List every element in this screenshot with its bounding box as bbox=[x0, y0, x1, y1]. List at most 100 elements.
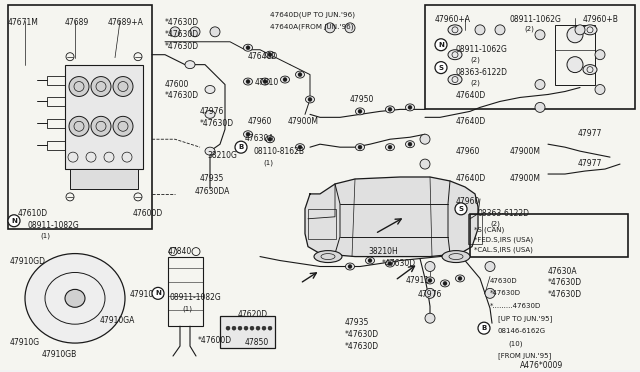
Circle shape bbox=[595, 84, 605, 94]
Text: *47630D: *47630D bbox=[548, 291, 582, 299]
Text: 08911-1062G: 08911-1062G bbox=[510, 15, 562, 24]
Text: 47950: 47950 bbox=[350, 96, 374, 105]
Circle shape bbox=[250, 326, 254, 330]
Ellipse shape bbox=[456, 275, 465, 282]
Text: 47689: 47689 bbox=[65, 18, 89, 27]
Ellipse shape bbox=[385, 260, 394, 267]
Text: *47630D: *47630D bbox=[165, 92, 199, 100]
Text: 47640D: 47640D bbox=[456, 174, 486, 183]
Circle shape bbox=[368, 259, 372, 263]
Text: (1): (1) bbox=[40, 233, 50, 239]
Text: 47610D: 47610D bbox=[18, 209, 48, 218]
Text: 47900M: 47900M bbox=[510, 147, 541, 156]
Circle shape bbox=[268, 137, 272, 141]
Text: 08911-1082G: 08911-1082G bbox=[28, 221, 80, 230]
Circle shape bbox=[575, 25, 585, 35]
Text: A476*0009: A476*0009 bbox=[520, 361, 563, 370]
Ellipse shape bbox=[243, 44, 253, 51]
Ellipse shape bbox=[448, 50, 462, 60]
Text: 47960: 47960 bbox=[456, 147, 481, 156]
Bar bbox=[47, 141, 65, 150]
Text: 47900M: 47900M bbox=[510, 174, 541, 183]
Circle shape bbox=[435, 62, 447, 74]
Text: 08363-6122D: 08363-6122D bbox=[478, 209, 530, 218]
Circle shape bbox=[420, 134, 430, 144]
Circle shape bbox=[210, 27, 220, 37]
Text: *47600D: *47600D bbox=[198, 336, 232, 345]
Text: 47600D: 47600D bbox=[133, 209, 163, 218]
Circle shape bbox=[246, 46, 250, 50]
Text: *47630D: *47630D bbox=[345, 342, 379, 351]
Ellipse shape bbox=[365, 257, 374, 264]
Text: 47840: 47840 bbox=[168, 247, 192, 256]
Text: 08110-8162B: 08110-8162B bbox=[253, 147, 304, 156]
Circle shape bbox=[408, 105, 412, 109]
Circle shape bbox=[535, 30, 545, 40]
Text: 47977: 47977 bbox=[578, 159, 602, 168]
Circle shape bbox=[113, 77, 133, 96]
Bar bbox=[308, 209, 336, 239]
Ellipse shape bbox=[440, 280, 449, 287]
Ellipse shape bbox=[185, 61, 195, 68]
Circle shape bbox=[298, 73, 302, 77]
Bar bbox=[425, 5, 635, 109]
Text: 47630A: 47630A bbox=[245, 134, 275, 143]
Circle shape bbox=[263, 80, 267, 84]
Circle shape bbox=[425, 313, 435, 323]
Text: 47630D: 47630D bbox=[490, 278, 518, 285]
Circle shape bbox=[567, 57, 583, 73]
Bar bbox=[70, 169, 138, 189]
Circle shape bbox=[348, 264, 352, 269]
Text: 47900M: 47900M bbox=[288, 117, 319, 126]
Bar bbox=[468, 214, 482, 244]
Text: *CAL.S,IRS (USA): *CAL.S,IRS (USA) bbox=[474, 247, 533, 253]
Text: (2): (2) bbox=[490, 221, 500, 227]
Circle shape bbox=[425, 288, 435, 298]
Circle shape bbox=[345, 23, 355, 33]
Circle shape bbox=[567, 27, 583, 43]
Ellipse shape bbox=[25, 254, 125, 343]
Ellipse shape bbox=[355, 144, 365, 151]
Text: 47671M: 47671M bbox=[8, 18, 39, 27]
Text: 47620D: 47620D bbox=[238, 310, 268, 319]
Circle shape bbox=[238, 326, 242, 330]
Text: B: B bbox=[238, 144, 244, 150]
Text: 47600: 47600 bbox=[165, 80, 189, 89]
Circle shape bbox=[595, 50, 605, 60]
Circle shape bbox=[113, 116, 133, 136]
Text: 08911-1082G: 08911-1082G bbox=[170, 294, 221, 302]
Text: 47640D(UP TO JUN.'96): 47640D(UP TO JUN.'96) bbox=[270, 12, 355, 19]
Circle shape bbox=[388, 262, 392, 266]
Ellipse shape bbox=[296, 144, 305, 151]
Text: 47976: 47976 bbox=[418, 291, 442, 299]
Ellipse shape bbox=[314, 251, 342, 263]
Circle shape bbox=[475, 25, 485, 35]
Ellipse shape bbox=[442, 251, 470, 263]
Text: (2): (2) bbox=[470, 57, 480, 63]
Circle shape bbox=[152, 288, 164, 299]
Ellipse shape bbox=[205, 147, 215, 155]
Ellipse shape bbox=[243, 78, 253, 85]
Circle shape bbox=[495, 25, 505, 35]
Bar bbox=[220, 316, 275, 348]
Text: 47910GC: 47910GC bbox=[130, 291, 165, 299]
Circle shape bbox=[388, 145, 392, 149]
Text: 08911-1062G: 08911-1062G bbox=[456, 45, 508, 54]
Ellipse shape bbox=[65, 289, 85, 307]
Circle shape bbox=[170, 27, 180, 37]
Text: *47630D: *47630D bbox=[165, 30, 199, 39]
Text: *47630D: *47630D bbox=[382, 259, 416, 267]
Text: 47910G: 47910G bbox=[10, 338, 40, 347]
Text: 08363-6122D: 08363-6122D bbox=[456, 68, 508, 77]
Circle shape bbox=[244, 326, 248, 330]
Text: N: N bbox=[438, 42, 444, 48]
Circle shape bbox=[91, 77, 111, 96]
Circle shape bbox=[226, 326, 230, 330]
Text: *47630D: *47630D bbox=[200, 119, 234, 128]
Ellipse shape bbox=[406, 141, 415, 148]
Circle shape bbox=[69, 116, 89, 136]
Text: *47630D: *47630D bbox=[165, 42, 199, 51]
Ellipse shape bbox=[406, 104, 415, 111]
Text: 47960: 47960 bbox=[248, 117, 273, 126]
Bar bbox=[47, 76, 65, 84]
